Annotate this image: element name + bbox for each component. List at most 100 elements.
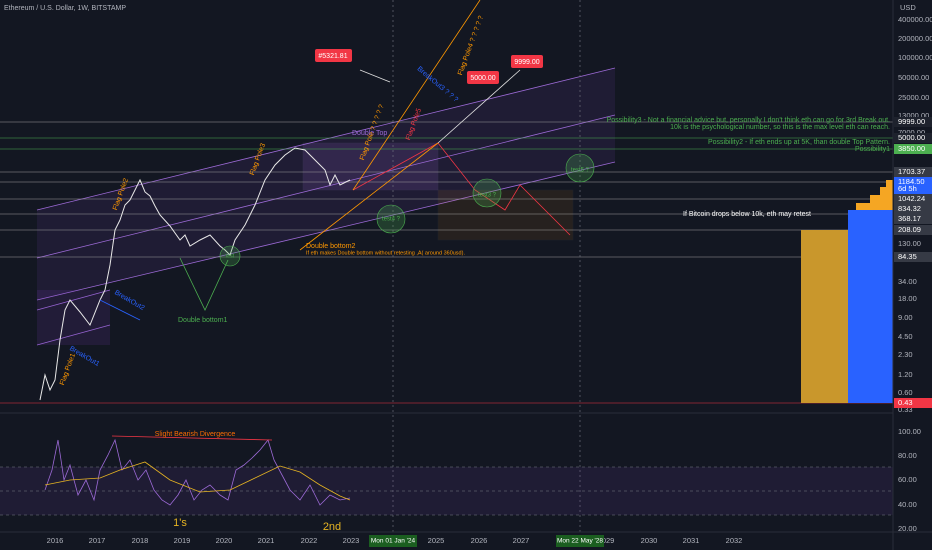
annotation: 1's bbox=[173, 517, 187, 529]
rsi-label: 80.00 bbox=[898, 451, 917, 460]
time-label: 2025 bbox=[428, 536, 445, 545]
time-label: 2023 bbox=[343, 536, 360, 545]
price-tag-label: 9999.00 bbox=[898, 117, 925, 126]
time-label: 2022 bbox=[301, 536, 318, 545]
price-tag bbox=[894, 204, 932, 214]
price-label: 100000.00 bbox=[898, 53, 932, 62]
annotation: Possibility1 bbox=[855, 146, 890, 153]
price-label: 34.00 bbox=[898, 277, 917, 286]
rsi-label: 20.00 bbox=[898, 524, 917, 533]
target-box bbox=[511, 55, 543, 68]
price-tag bbox=[894, 225, 932, 235]
time-tag bbox=[556, 535, 604, 547]
price-unit: USD bbox=[900, 3, 916, 12]
volume-profile-down bbox=[848, 210, 893, 403]
double-top-box bbox=[302, 142, 439, 191]
price-tag-label: 1703.37 bbox=[898, 167, 925, 176]
price-tag-label: 208.09 bbox=[898, 225, 921, 234]
price-tag-label: 1184.50 bbox=[898, 177, 925, 186]
annotation: test4 ? bbox=[382, 217, 401, 223]
time-label: 2029 bbox=[598, 536, 615, 545]
price-tag bbox=[894, 177, 932, 187]
annotation: 2nd bbox=[323, 521, 341, 533]
price-label: 7000.00 bbox=[898, 128, 925, 137]
annotation: If Bitcoin drops below 10k, eth may rete… bbox=[683, 211, 811, 218]
time-tag bbox=[369, 535, 417, 547]
flag-box bbox=[37, 290, 110, 345]
price-tag bbox=[894, 194, 932, 204]
time-label: 2018 bbox=[132, 536, 149, 545]
time-markers bbox=[392, 0, 581, 532]
price-tag-label: 3850.00 bbox=[898, 144, 925, 153]
price-label: 130.00 bbox=[898, 239, 921, 248]
time-label: 2017 bbox=[89, 536, 106, 545]
price-tag-label: 368.17 bbox=[898, 214, 921, 223]
rsi-line bbox=[44, 438, 351, 506]
header-title: Ethereum / U.S. Dollar, 1W, BITSTAMP bbox=[4, 5, 126, 12]
price-line bbox=[39, 147, 351, 401]
projection-box bbox=[437, 189, 574, 241]
price-label: 2.30 bbox=[898, 350, 913, 359]
price-tag bbox=[894, 167, 932, 177]
annotation: Slight Bearish Divergence bbox=[155, 431, 236, 438]
test-circles bbox=[219, 153, 595, 267]
annotation: Double bottom2 bbox=[306, 243, 356, 250]
time-tag-label: Mon 01 Jan '24 bbox=[371, 538, 416, 545]
target-box bbox=[315, 49, 352, 62]
time-tag-label: Mon 22 May '28 bbox=[557, 538, 603, 545]
time-label: 2016 bbox=[47, 536, 64, 545]
annotation: Double Top bbox=[352, 130, 387, 137]
price-label: 25000.00 bbox=[898, 93, 929, 102]
volume-steps bbox=[856, 180, 893, 210]
rsi-label: 40.00 bbox=[898, 500, 917, 509]
price-tag-label: 84.35 bbox=[898, 252, 917, 261]
annotation: Possibility3 - Not a financial advice bu… bbox=[607, 117, 890, 124]
channel-fill bbox=[37, 68, 615, 300]
target-label: #5321.81 bbox=[318, 53, 347, 60]
price-label: 1.20 bbox=[898, 370, 913, 379]
price-tag bbox=[894, 133, 932, 143]
target-label: 5000.00 bbox=[470, 75, 495, 82]
rsi-label: 100.00 bbox=[898, 427, 921, 436]
price-label: 200000.00 bbox=[898, 34, 932, 43]
time-label: 2019 bbox=[174, 536, 191, 545]
price-label: 50000.00 bbox=[898, 73, 929, 82]
price-tag bbox=[894, 184, 932, 194]
divergence-line bbox=[111, 435, 273, 441]
time-label: 2021 bbox=[258, 536, 275, 545]
time-label: 2032 bbox=[726, 536, 743, 545]
price-tag-label: 0.43 bbox=[898, 398, 913, 407]
price-tag bbox=[894, 117, 932, 127]
price-tag-label: 1042.24 bbox=[898, 194, 925, 203]
channel-lines bbox=[36, 67, 616, 346]
time-label: 2020 bbox=[216, 536, 233, 545]
annotation: test3 ? bbox=[478, 193, 497, 199]
price-label: 0.60 bbox=[898, 388, 913, 397]
price-label: 0.33 bbox=[898, 405, 913, 414]
price-tag bbox=[894, 214, 932, 224]
annotation: Possibility2 - If eth ends up at 5K, tha… bbox=[708, 139, 890, 146]
rsi-label: 60.00 bbox=[898, 475, 917, 484]
price-tag bbox=[894, 144, 932, 154]
price-tag-label: 6d 5h bbox=[898, 184, 917, 193]
rsi-levels bbox=[0, 466, 893, 516]
volume-profile-up bbox=[801, 230, 848, 403]
target-label: 9999.00 bbox=[514, 59, 539, 66]
time-label: 2027 bbox=[513, 536, 530, 545]
annotation: If eth makes Double bottom without retes… bbox=[306, 250, 465, 256]
time-label: 2030 bbox=[641, 536, 658, 545]
price-tag-label: 834.32 bbox=[898, 204, 921, 213]
price-tag bbox=[894, 252, 932, 262]
annotation: Double bottom1 bbox=[178, 317, 228, 324]
time-label: 2026 bbox=[471, 536, 488, 545]
annotation: test bbox=[226, 253, 235, 259]
annotation: test5 ? bbox=[571, 168, 590, 174]
target-box bbox=[467, 71, 499, 84]
annotation: 10k is the psychological number, so this… bbox=[670, 124, 890, 131]
price-label: 400000.00 bbox=[898, 15, 932, 24]
price-tag bbox=[894, 398, 932, 408]
time-label: 2031 bbox=[683, 536, 700, 545]
price-label: 18.00 bbox=[898, 294, 917, 303]
